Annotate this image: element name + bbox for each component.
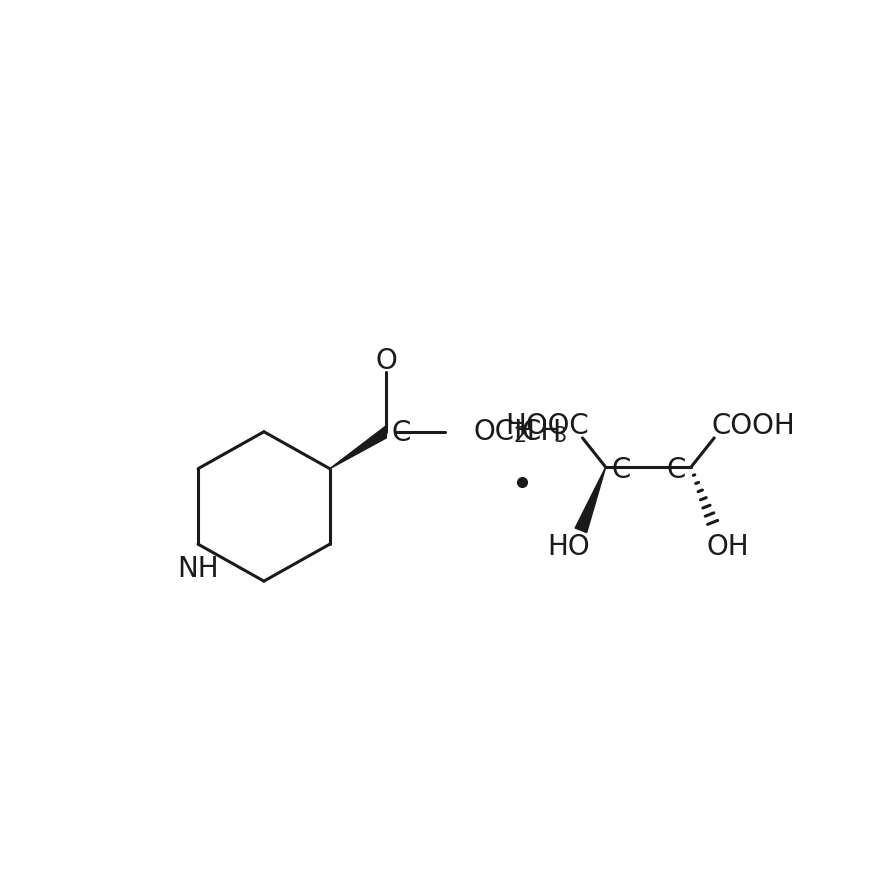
- Text: C: C: [611, 457, 630, 484]
- Text: C: C: [666, 457, 685, 484]
- Text: 2: 2: [514, 426, 527, 447]
- Text: OH: OH: [707, 533, 749, 562]
- Polygon shape: [330, 425, 386, 469]
- Text: NH: NH: [177, 554, 219, 583]
- Polygon shape: [575, 467, 606, 532]
- Text: CH: CH: [522, 417, 562, 446]
- Text: 3: 3: [554, 426, 567, 447]
- Text: OCH: OCH: [473, 417, 535, 446]
- Text: HOOC: HOOC: [506, 412, 589, 441]
- Text: C: C: [392, 419, 411, 448]
- Text: O: O: [376, 347, 397, 375]
- Text: COOH: COOH: [711, 412, 795, 441]
- Text: HO: HO: [547, 533, 590, 562]
